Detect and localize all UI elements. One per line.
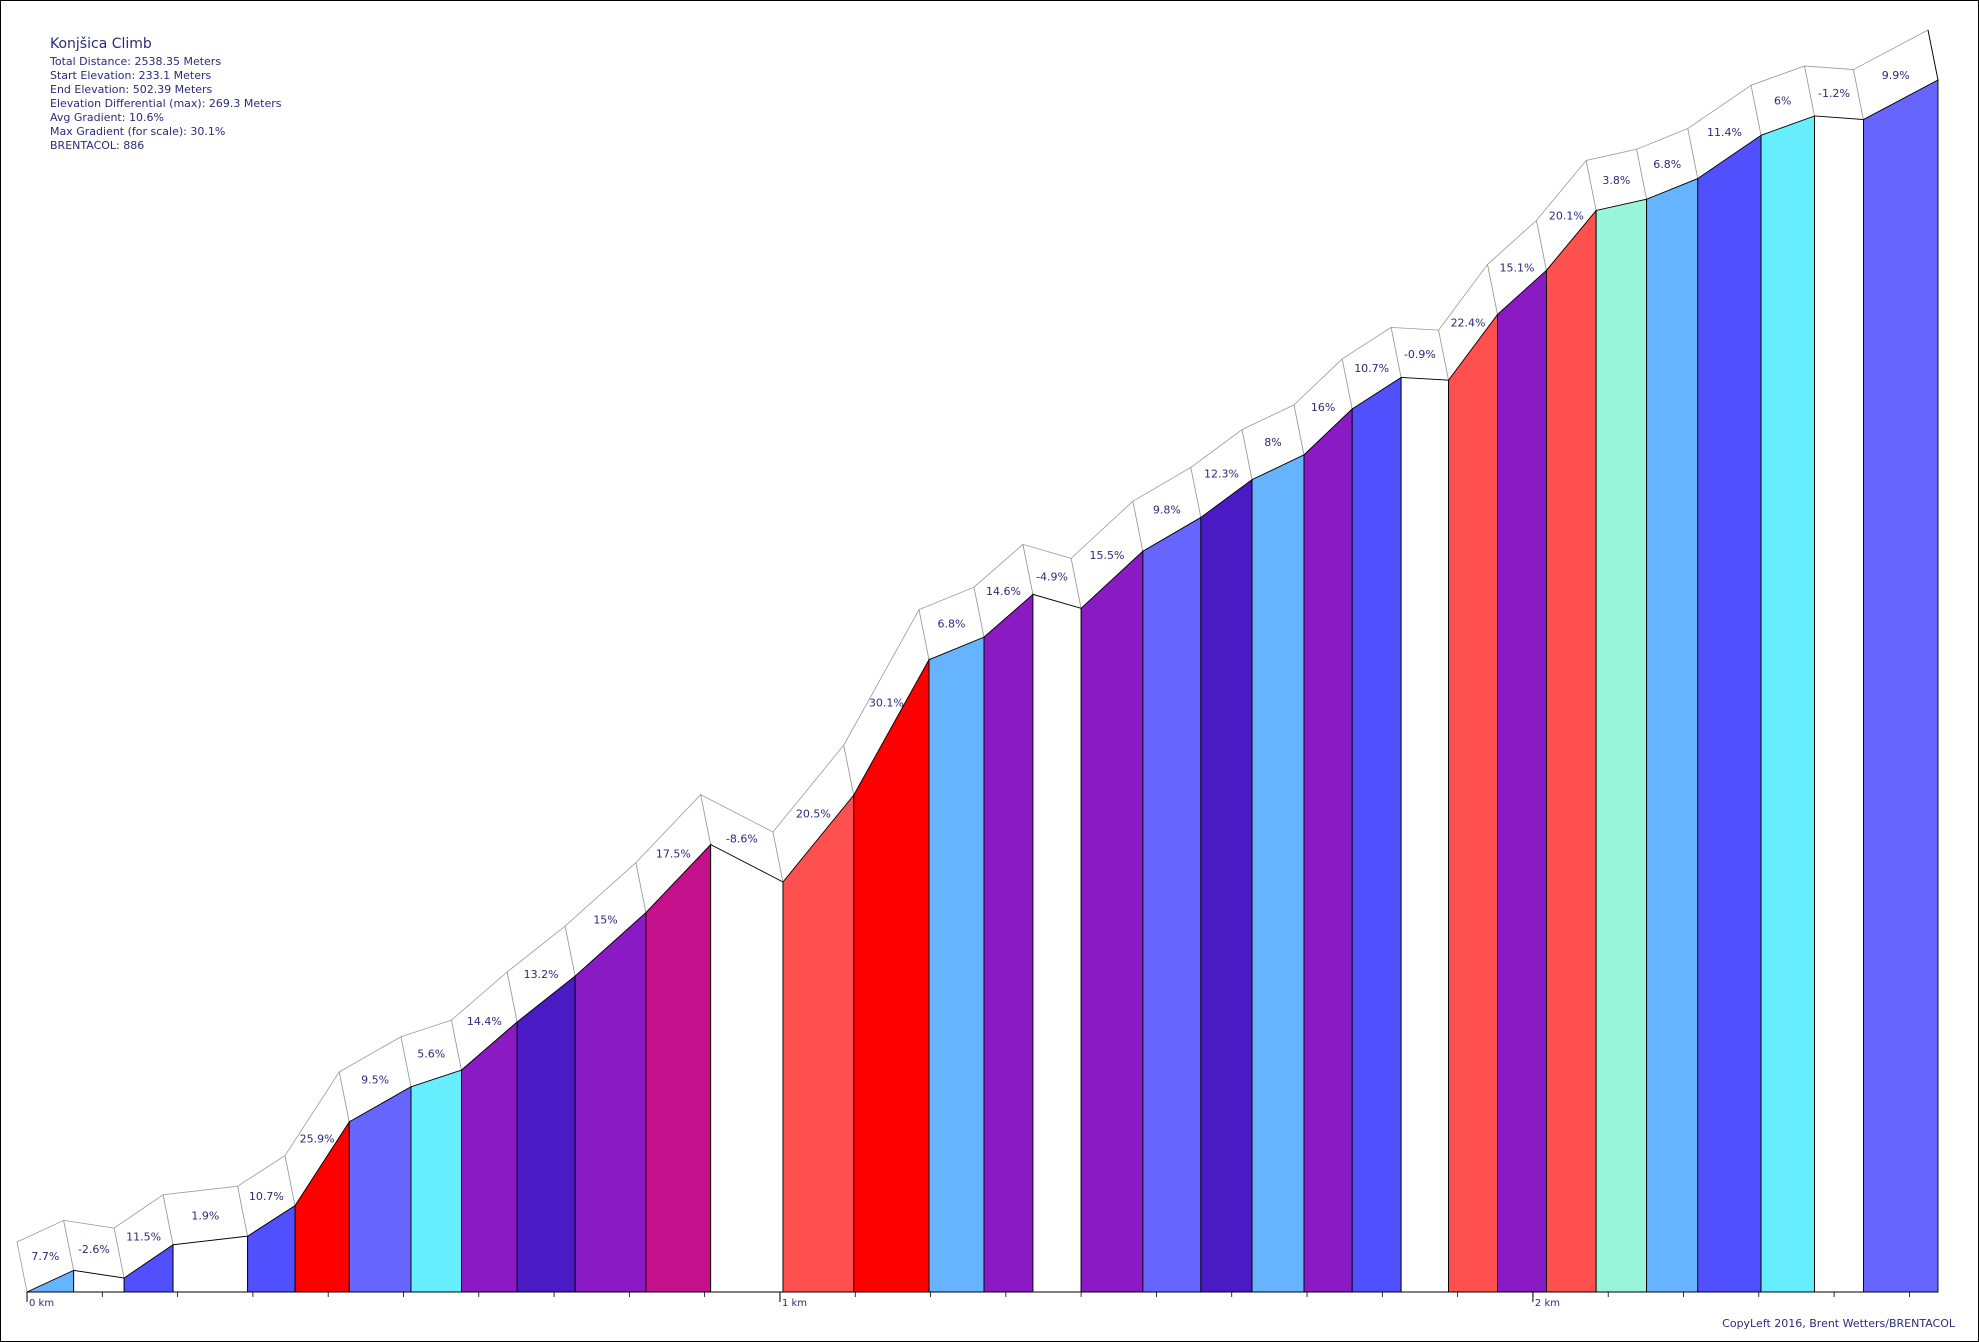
gradient-segment <box>1814 115 1864 1293</box>
gradient-label: 3.8% <box>1602 174 1630 187</box>
gradient-label: 22.4% <box>1451 316 1486 329</box>
gradient-segment <box>461 1020 518 1293</box>
gradient-segment <box>1697 134 1762 1293</box>
gradient-label: 15.1% <box>1500 261 1535 274</box>
gradient-segment <box>1546 209 1597 1293</box>
gradient-label: 5.6% <box>417 1047 445 1060</box>
gradient-label: -4.9% <box>1036 570 1068 583</box>
gradient-label: 15.5% <box>1090 549 1125 562</box>
gradient-segment <box>1863 79 1939 1293</box>
gradient-label: 11.4% <box>1707 126 1742 139</box>
gradient-label: 9.9% <box>1882 69 1910 82</box>
gradient-segments <box>26 79 1939 1293</box>
total-distance: Total Distance: 2538.35 Meters <box>50 55 222 68</box>
climb-info-panel: Konjšica Climb Total Distance: 2538.35 M… <box>50 36 281 153</box>
gradient-label: 12.3% <box>1204 468 1239 481</box>
gradient-segment <box>1303 407 1353 1293</box>
start-elevation: Start Elevation: 233.1 Meters <box>50 69 212 82</box>
gradient-segment <box>516 975 576 1293</box>
gradient-label: 9.5% <box>361 1073 389 1086</box>
climb-title: Konjšica Climb <box>50 36 152 52</box>
gradient-segment <box>1497 269 1547 1293</box>
axis-tick-label: 2 km <box>1535 1298 1560 1309</box>
gradient-segment <box>782 793 855 1293</box>
gradient-label: 11.5% <box>126 1230 161 1243</box>
gradient-label-boxes: 7.7% -2.6% 11.5% 1.9% 10.7% 25.9% 9.5% 5.6% 14.4… <box>16 29 1939 1293</box>
gradient-label: 10.7% <box>1354 362 1389 375</box>
gradient-label: 9.8% <box>1153 503 1181 516</box>
gradient-label: 8% <box>1264 436 1281 449</box>
gradient-label: 6.8% <box>938 617 966 630</box>
gradient-segment <box>410 1069 462 1293</box>
gradient-label: 17.5% <box>656 848 691 861</box>
gradient-label: 16% <box>1311 401 1335 414</box>
elevation-differential: Elevation Differential (max): 269.3 Mete… <box>50 97 282 110</box>
gradient-label: 10.7% <box>249 1190 284 1203</box>
gradient-label: 15% <box>593 913 617 926</box>
end-elevation: End Elevation: 502.39 Meters <box>50 83 213 96</box>
gradient-label: 13.2% <box>524 968 559 981</box>
gradient-segment <box>1448 313 1498 1293</box>
gradient-label: -0.9% <box>1404 348 1436 361</box>
gradient-label: 7.7% <box>31 1250 59 1263</box>
gradient-label: 6% <box>1774 95 1791 108</box>
axis-tick-label: 1 km <box>782 1298 807 1309</box>
gradient-label: 1.9% <box>191 1209 219 1222</box>
gradient-segment <box>645 843 712 1293</box>
profile-end-edge <box>1927 29 1939 81</box>
gradient-segment <box>1080 550 1144 1293</box>
gradient-segment <box>172 1235 249 1293</box>
gradient-label: -2.6% <box>78 1243 110 1256</box>
gradient-label: 6.8% <box>1653 158 1681 171</box>
gradient-label: -8.6% <box>726 832 758 845</box>
distance-axis: 0 km 1 km 2 km <box>26 1291 1938 1309</box>
gradient-label: 14.4% <box>467 1015 502 1028</box>
gradient-segment <box>928 636 985 1293</box>
gradient-segment <box>1760 115 1815 1293</box>
gradient-label: 25.9% <box>300 1133 335 1146</box>
gradient-segment <box>1142 516 1202 1293</box>
gradient-segment <box>1200 478 1253 1293</box>
gradient-segment <box>1351 376 1402 1293</box>
gradient-segment <box>1032 593 1082 1293</box>
gradient-label: 20.1% <box>1549 209 1584 222</box>
gradient-segment <box>1251 454 1305 1293</box>
gradient-segment <box>348 1085 412 1293</box>
gradient-label: -1.2% <box>1818 87 1850 100</box>
gradient-segment <box>1646 177 1699 1293</box>
brentacol-score: BRENTACOL: 886 <box>50 139 145 152</box>
avg-gradient: Avg Gradient: 10.6% <box>50 111 164 124</box>
gradient-label: 20.5% <box>796 808 831 821</box>
gradient-segment <box>710 843 784 1293</box>
max-gradient: Max Gradient (for scale): 30.1% <box>50 125 226 138</box>
gradient-segment <box>983 593 1034 1293</box>
gradient-label: 14.6% <box>986 585 1021 598</box>
gradient-label: 30.1% <box>869 696 904 709</box>
copyleft-notice: CopyLeft 2016, Brent Wetters/BRENTACOL <box>1722 1317 1955 1330</box>
axis-tick-label: 0 km <box>29 1298 54 1309</box>
gradient-segment <box>1595 198 1648 1293</box>
gradient-segment <box>574 911 647 1293</box>
gradient-segment <box>1400 376 1450 1293</box>
